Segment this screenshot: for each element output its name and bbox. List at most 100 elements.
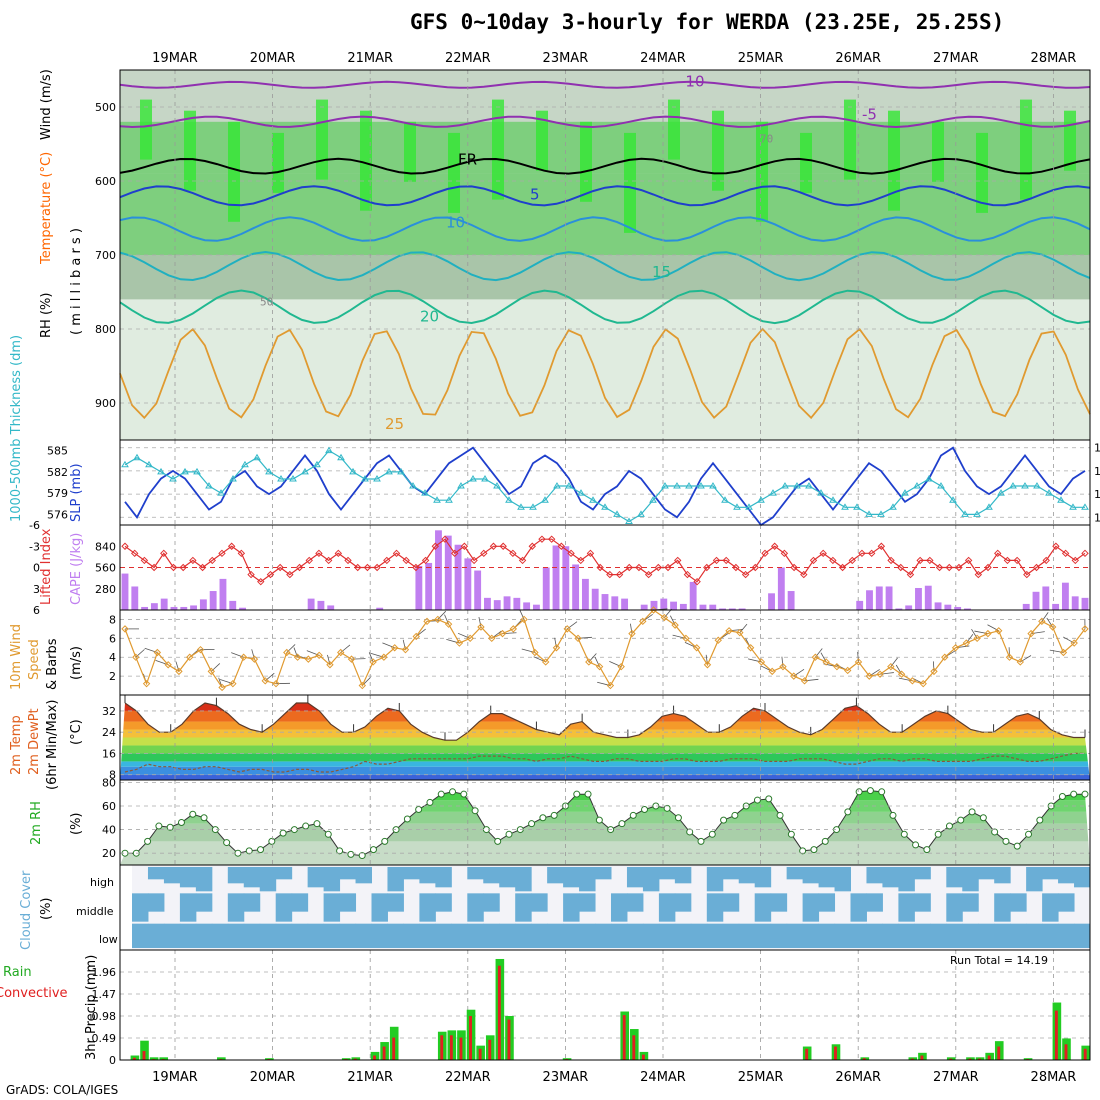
rh2m-point — [189, 810, 197, 818]
cape-bar — [885, 586, 893, 610]
wind-barb — [444, 614, 449, 625]
thickness-point — [145, 460, 153, 468]
thickness-point — [733, 503, 741, 510]
y-tick-label: -3 — [29, 540, 40, 553]
lifted-index-point — [276, 563, 284, 572]
precip-conv-bar — [478, 1048, 482, 1060]
thickness-point — [1057, 496, 1065, 503]
thickness-point — [253, 453, 261, 461]
cloud-middle-cell — [866, 893, 883, 912]
cloud-high-cell — [626, 867, 644, 888]
precip-conv-bar — [834, 1046, 837, 1060]
rh2m-point — [968, 808, 976, 816]
cape-bar — [219, 578, 227, 610]
lifted-index-point — [247, 570, 255, 579]
cloud-low-cell — [563, 923, 580, 948]
cape-bar — [131, 586, 139, 610]
temperature-contour — [119, 157, 1091, 175]
rh2m-point — [573, 790, 581, 798]
cloud-low-cell — [930, 923, 947, 948]
wind-speed-point — [239, 653, 248, 661]
cloud-high-cell — [642, 867, 660, 892]
cloud-high-cell — [307, 867, 325, 888]
date-label: 24MAR — [640, 1070, 686, 1085]
cape-bar — [954, 606, 962, 610]
cloud-low-cell — [227, 923, 245, 948]
rh2m-point — [403, 815, 411, 823]
lifted-index-point — [450, 549, 459, 558]
cape-bar — [944, 604, 952, 610]
rh2m-point — [1013, 842, 1021, 850]
lifted-index-point — [712, 556, 721, 565]
lifted-index-point — [606, 570, 614, 579]
cape-bar — [150, 603, 158, 610]
precip-conv-bar — [449, 1035, 453, 1060]
cloud-middle-cell — [387, 893, 404, 912]
thickness-point — [265, 467, 273, 475]
thickness-point — [241, 460, 249, 468]
cloud-middle-cell — [419, 893, 436, 922]
cloud-middle-cell — [914, 893, 931, 912]
y-tick-label: 800 — [95, 323, 116, 336]
cloud-low-cell — [882, 923, 899, 948]
lifted-index-point — [509, 549, 517, 558]
rh2m-point — [358, 852, 366, 860]
lifted-index-point — [441, 535, 449, 543]
thickness-point — [457, 482, 465, 489]
date-label: 28MAR — [1031, 1070, 1077, 1085]
lifted-index-point — [809, 556, 818, 565]
wind-barb — [1041, 612, 1049, 622]
cape-bar — [621, 598, 629, 610]
cloud-high-cell — [802, 867, 820, 884]
precip-conv-bar — [469, 1016, 472, 1060]
y-tick-label: 0 — [33, 562, 40, 575]
thickness-point — [373, 474, 381, 482]
date-label: 19MAR — [152, 1070, 198, 1085]
thickness-point — [565, 482, 573, 489]
rh2m-point — [945, 822, 953, 830]
date-label: 27MAR — [933, 1070, 979, 1085]
thickness-point — [889, 503, 897, 510]
wind-speed-point — [574, 634, 582, 643]
rh-contour-label: 50 — [260, 295, 273, 308]
panel-frame — [119, 949, 1091, 1061]
temperature-label: Temperature (°C) — [39, 152, 54, 265]
y-tick-label: 32 — [102, 705, 116, 718]
wind-speed-point — [272, 679, 280, 688]
rh-label: RH (%) — [39, 293, 54, 338]
rh-band — [120, 811, 1090, 824]
wind-speed-point — [304, 655, 313, 663]
thickness-point — [709, 482, 717, 489]
lifted-index-point — [538, 535, 546, 543]
rh-high-cell — [624, 132, 636, 233]
rh2m-point — [912, 841, 920, 849]
wind-speed-point — [531, 648, 539, 657]
cape-bar — [317, 600, 325, 610]
cloud-low-cell — [323, 923, 341, 948]
minmax-label: (6hr Min/Max) — [45, 700, 60, 790]
wind-speed-point — [347, 655, 356, 663]
lifted-index-point — [577, 556, 585, 565]
thickness-point — [181, 467, 189, 475]
cloud-high-cell — [419, 867, 436, 884]
cloud-middle-cell — [435, 893, 452, 912]
wind-speed-point — [790, 672, 798, 680]
lifted-index-point — [761, 549, 769, 558]
precip-conv-bar — [949, 1058, 953, 1060]
wind-speed-point — [671, 621, 679, 629]
lifted-index-point — [819, 549, 827, 558]
wind-speed-point — [606, 681, 615, 690]
lifted-index-point — [257, 577, 265, 586]
lifted-index-point — [994, 549, 1002, 558]
wind-speed-point — [746, 644, 755, 652]
cloud-middle-cell — [195, 893, 213, 912]
cloud-high-cell — [706, 867, 724, 892]
cloud-high-cell — [1026, 867, 1043, 892]
cloud-high-cell — [243, 867, 261, 888]
lifted-index-point — [189, 556, 197, 565]
rh2m-point — [415, 806, 423, 814]
cape-bar — [581, 578, 589, 610]
cloud-high-cell — [147, 867, 165, 880]
thickness-point — [313, 460, 321, 468]
rh-high-cell — [1020, 99, 1032, 200]
